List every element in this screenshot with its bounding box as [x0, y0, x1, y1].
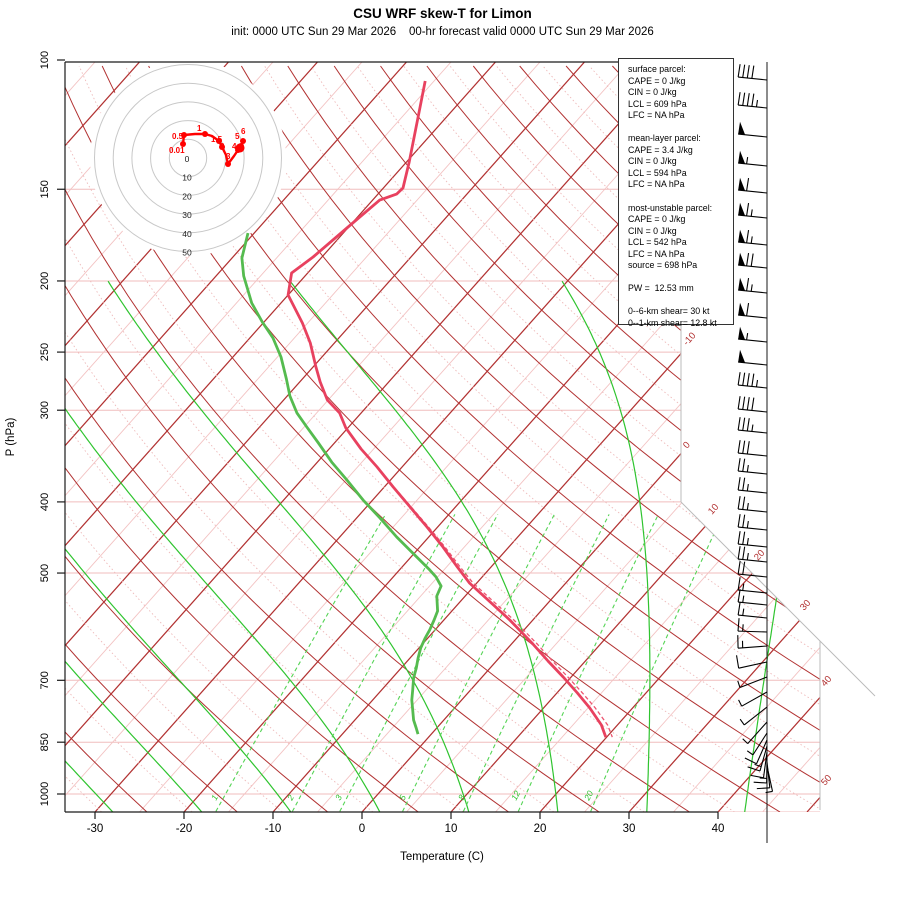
page-subtitle: init: 0000 UTC Sun 29 Mar 2026 00-hr for…	[231, 26, 654, 38]
pressure-axis-label: P (hPa)	[5, 417, 17, 456]
temperature-trace	[286, 80, 608, 738]
svg-text:400: 400	[39, 493, 51, 511]
svg-text:12: 12	[509, 789, 522, 802]
page-title: CSU WRF skew-T for Limon	[353, 6, 532, 21]
svg-text:-10: -10	[681, 330, 698, 348]
svg-text:300: 300	[39, 401, 51, 419]
svg-text:850: 850	[39, 733, 51, 751]
svg-text:200: 200	[39, 272, 51, 290]
svg-text:20: 20	[581, 789, 595, 803]
svg-text:500: 500	[39, 564, 51, 582]
svg-text:0.01: 0.01	[169, 146, 185, 155]
svg-text:3: 3	[333, 793, 344, 802]
svg-text:40: 40	[182, 229, 192, 239]
svg-text:0.5: 0.5	[172, 132, 184, 141]
svg-text:10: 10	[706, 502, 721, 517]
dewpoint-trace	[240, 232, 443, 735]
svg-text:8: 8	[456, 793, 467, 802]
svg-text:50: 50	[182, 248, 192, 258]
svg-text:1: 1	[209, 793, 220, 802]
svg-text:10: 10	[182, 173, 192, 183]
wind-barbs	[735, 62, 774, 843]
svg-text:30: 30	[182, 210, 192, 220]
svg-text:1: 1	[197, 124, 202, 133]
svg-text:-20: -20	[176, 823, 193, 835]
svg-text:30: 30	[798, 598, 813, 613]
svg-text:5: 5	[397, 793, 408, 802]
svg-text:150: 150	[39, 180, 51, 198]
svg-text:4: 4	[232, 142, 237, 151]
svg-text:100: 100	[39, 51, 51, 69]
svg-text:5: 5	[235, 132, 240, 141]
svg-text:2: 2	[284, 793, 296, 803]
svg-text:-10: -10	[265, 823, 282, 835]
virtual-temp-trace	[339, 412, 613, 738]
parcel-info-box: surface parcel: CAPE = 0 J/kg CIN = 0 J/…	[618, 58, 734, 328]
svg-text:-30: -30	[87, 823, 104, 835]
svg-text:30: 30	[623, 823, 636, 835]
svg-text:50: 50	[819, 773, 834, 788]
svg-text:40: 40	[819, 674, 834, 689]
svg-text:1.5: 1.5	[211, 135, 223, 144]
svg-text:250: 250	[39, 343, 51, 361]
svg-text:3: 3	[226, 152, 231, 161]
svg-text:20: 20	[534, 823, 547, 835]
svg-text:1000: 1000	[39, 782, 51, 806]
svg-text:0: 0	[185, 154, 190, 164]
temp-axis-label: Temperature (C)	[400, 851, 484, 863]
svg-text:0: 0	[359, 823, 365, 835]
svg-text:2: 2	[220, 142, 225, 151]
svg-text:40: 40	[712, 823, 725, 835]
svg-text:20: 20	[182, 191, 192, 201]
svg-text:6: 6	[241, 127, 246, 136]
svg-text:0: 0	[681, 440, 693, 451]
mixing-ratio-labels: 1 2 3 5 8 12 20	[209, 789, 595, 803]
svg-text:10: 10	[445, 823, 458, 835]
svg-text:700: 700	[39, 671, 51, 689]
